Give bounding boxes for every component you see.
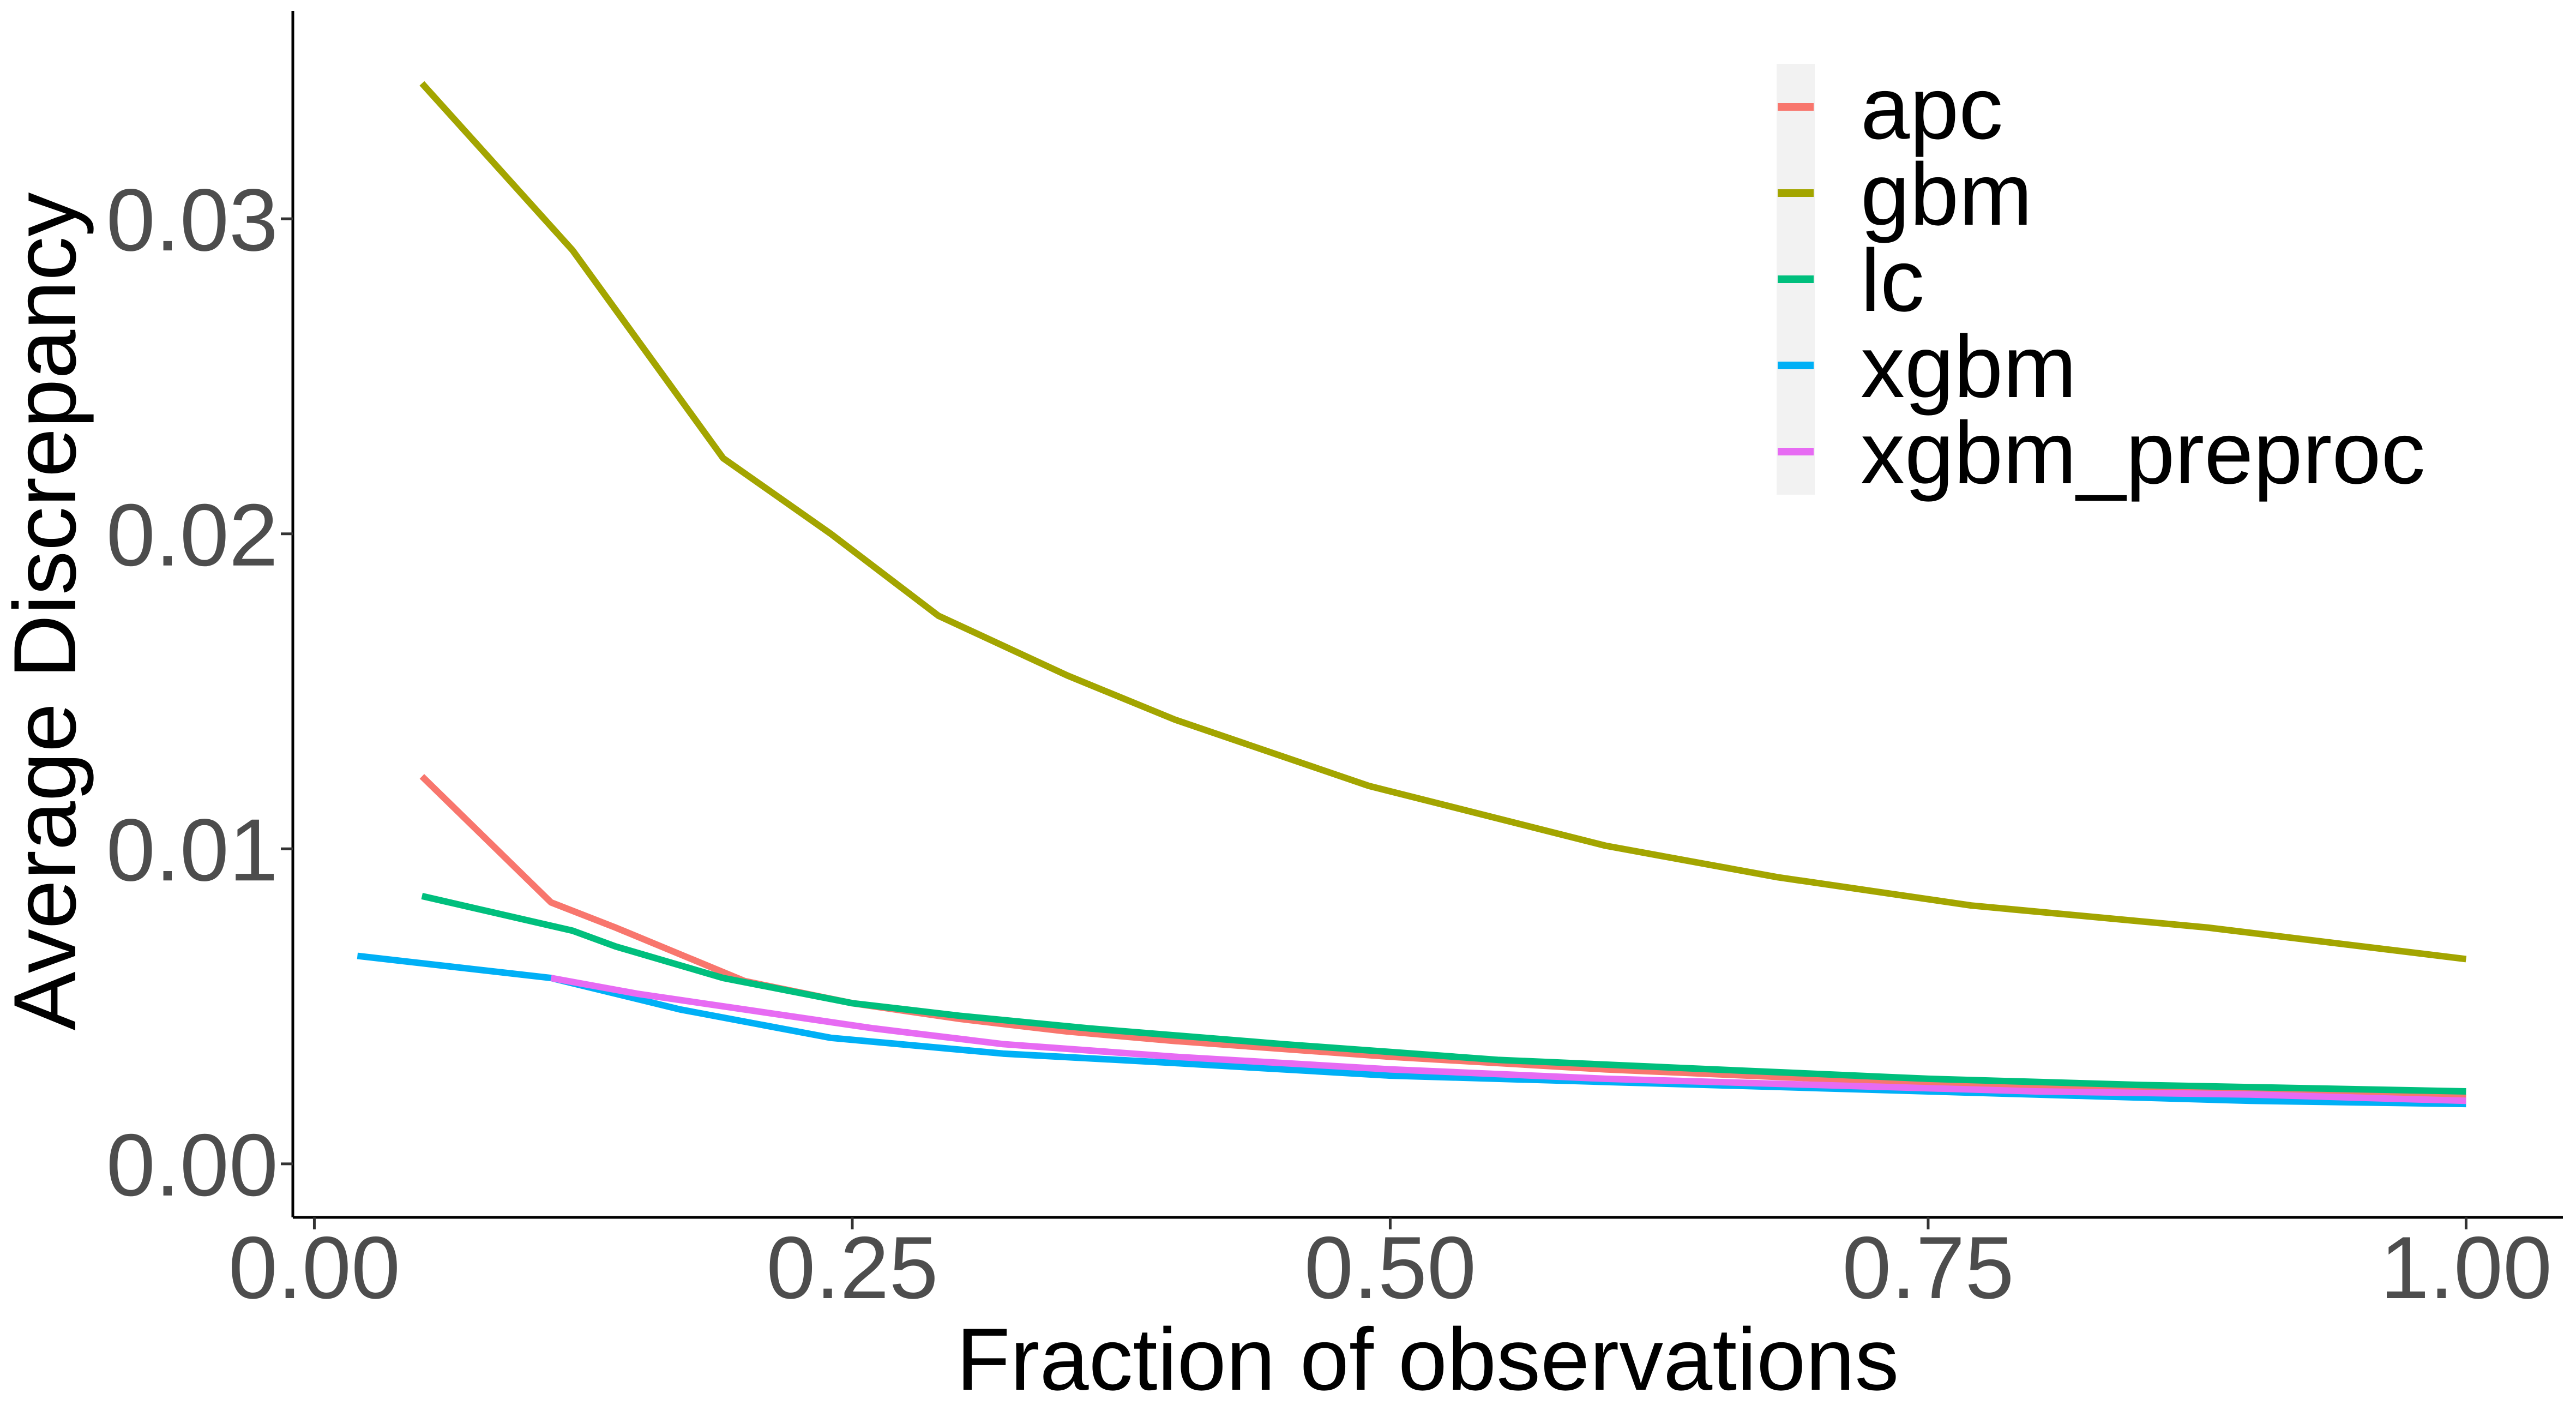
x-tick-label: 0.25 xyxy=(766,1218,938,1317)
x-tick-label: 0.00 xyxy=(228,1218,400,1317)
series-line-xgbm xyxy=(357,952,2466,1108)
legend-label-xgbm: xgbm xyxy=(1861,317,2077,416)
legend-label-gbm: gbm xyxy=(1861,145,2032,244)
series-line-xgbm-preproc xyxy=(550,975,2466,1104)
x-tick-label: 0.50 xyxy=(1304,1218,1476,1317)
series-line-gbm xyxy=(419,81,2467,963)
legend-label-xgbm-preproc: xgbm_preproc xyxy=(1861,404,2425,502)
y-tick-label: 0.03 xyxy=(106,171,278,269)
series-layer xyxy=(357,81,2467,1108)
legend-label-apc: apc xyxy=(1861,59,2003,158)
y-axis-title: Average Discrepancy xyxy=(0,193,94,1031)
legend-label-lc: lc xyxy=(1861,231,1924,330)
y-axis-ticks: 0.00 0.01 0.02 0.03 xyxy=(106,171,293,1215)
series-line-lc xyxy=(421,893,2466,1095)
y-tick-label: 0.01 xyxy=(106,801,278,899)
y-tick-label: 0.02 xyxy=(106,486,278,585)
x-axis-ticks: 0.00 0.25 0.50 0.75 1.00 xyxy=(228,1217,2552,1317)
y-tick-label: 0.00 xyxy=(106,1116,278,1215)
x-axis-title: Fraction of observations xyxy=(956,1310,1899,1409)
x-tick-label: 1.00 xyxy=(2380,1218,2552,1317)
x-tick-label: 0.75 xyxy=(1842,1218,2014,1317)
